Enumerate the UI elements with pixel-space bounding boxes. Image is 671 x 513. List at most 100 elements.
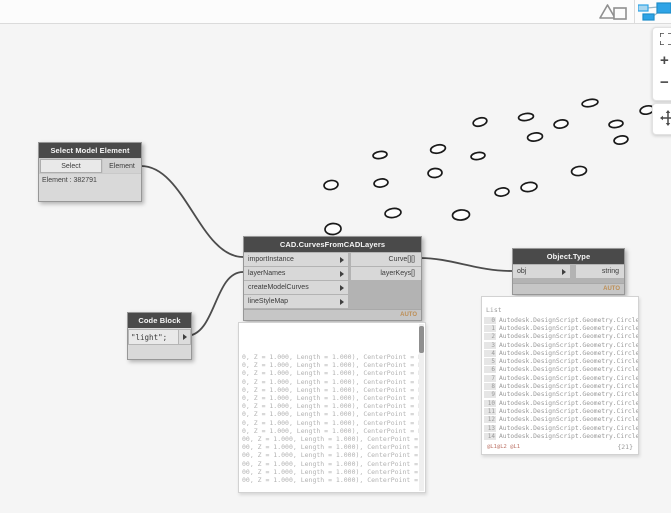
list-index: 14 [484, 432, 496, 440]
zoom-out-button[interactable]: − [660, 74, 669, 91]
list-item: 14 Autodesk.DesignScript.Geometry.Circle [482, 432, 638, 440]
list-index: 9 [484, 391, 496, 399]
node-code-block[interactable]: Code Block "light"; [127, 312, 192, 360]
scrollbar-thumb[interactable] [419, 326, 424, 353]
circle-geometry [451, 209, 471, 221]
list-item: 9 Autodesk.DesignScript.Geometry.Circle [482, 391, 638, 399]
list-item: 13 Autodesk.DesignScript.Geometry.Circle [482, 424, 638, 432]
preview-line: 00, Z = 1.000, Length = 1.000), CenterPo… [242, 435, 419, 444]
list-index: 8 [484, 383, 496, 391]
preview-line: 0, Z = 1.000, Length = 1.000), CenterPoi… [242, 361, 423, 370]
lacing-label[interactable]: AUTO [513, 283, 624, 294]
circle-geometry [520, 181, 538, 193]
list-item: 12 Autodesk.DesignScript.Geometry.Circle [482, 416, 638, 424]
circle-geometry [581, 98, 599, 108]
port-label: obj [517, 268, 527, 275]
node-title[interactable]: CAD.CurvesFromCADLayers [244, 237, 421, 252]
port-arrow-icon [340, 298, 344, 305]
input-port-importinstance[interactable]: importInstance [244, 253, 348, 266]
preview-line: 0, Z = 1.000, Length = 1.000), CenterPoi… [242, 394, 423, 403]
list-index: 10 [484, 399, 496, 407]
list-index: 12 [484, 416, 496, 424]
list-count: {21} [617, 443, 633, 451]
node-select-model-element[interactable]: Select Model Element Select Element Elem… [38, 142, 142, 202]
preview-line: 0, Z = 1.000, Length = 1.000), CenterPoi… [242, 410, 423, 419]
list-index: 6 [484, 366, 496, 374]
list-levels[interactable]: @L1@L2 @L1 [487, 444, 521, 450]
input-port-linestylemap[interactable]: lineStyleMap [244, 295, 348, 308]
list-item: 7 Autodesk.DesignScript.Geometry.Circle [482, 374, 638, 382]
node-cad-curvesfromcadlayers[interactable]: CAD.CurvesFromCADLayers importInstance la… [243, 236, 422, 321]
list-item: 0 Autodesk.DesignScript.Geometry.Circle [482, 316, 638, 324]
select-button[interactable]: Select [40, 159, 102, 173]
output-port-string[interactable]: string [576, 265, 624, 278]
output-ports: Curve[][] layerKeys[] [351, 253, 421, 309]
list-rows: 0 Autodesk.DesignScript.Geometry.Circle 1 A… [482, 316, 638, 440]
node-title[interactable]: Select Model Element [39, 143, 141, 158]
port-arrow-icon [182, 334, 187, 340]
graph-view-icon[interactable] [638, 1, 671, 22]
preview-line: 0, Z = 1.000, Length = 1.000), CenterPoi… [242, 426, 423, 435]
list-item: 5 Autodesk.DesignScript.Geometry.Circle [482, 357, 638, 366]
node-title[interactable]: Object.Type [513, 249, 624, 264]
port-arrow-icon [340, 270, 344, 277]
circle-geometry [384, 207, 402, 219]
port-arrow-icon [340, 256, 344, 263]
output-port-curve[interactable]: Curve[][] [351, 253, 421, 266]
zoom-controls: + − [652, 27, 671, 101]
circle-geometry [372, 150, 388, 160]
lacing-label[interactable]: AUTO [244, 309, 421, 320]
list-item: 2 Autodesk.DesignScript.Geometry.Circle [482, 333, 638, 341]
list-index: 0 [484, 316, 496, 324]
scrollbar-track[interactable] [419, 324, 424, 491]
preview-line: 0, Z = 1.000, Length = 1.000), CenterPoi… [242, 369, 423, 378]
circle-geometry [494, 187, 510, 197]
list-index: 7 [484, 374, 496, 382]
node-value: Element : 382791 [42, 177, 97, 184]
preview-bubble-type-list: List 0 Autodesk.DesignScript.Geometry.Cir… [481, 296, 639, 455]
list-index: 5 [484, 358, 496, 366]
preview-text: 0, Z = 1.000, Length = 1.000), CenterPoi… [242, 353, 423, 485]
list-item: 10 Autodesk.DesignScript.Geometry.Circle [482, 399, 638, 407]
circle-geometry [429, 143, 447, 155]
top-toolbar [0, 0, 671, 24]
preview-line: 0, Z = 1.000, Length = 1.000), CenterPoi… [242, 402, 423, 411]
preview-line: 0, Z = 1.000, Length = 1.000), CenterPoi… [242, 353, 423, 361]
list-item: 4 Autodesk.DesignScript.Geometry.Circle [482, 349, 638, 357]
list-index: 4 [484, 349, 496, 357]
output-port-element[interactable]: Element [103, 159, 141, 173]
wire-codeblock-to-layernames[interactable] [185, 271, 244, 337]
circle-geometry [608, 119, 624, 129]
preview-line: 00, Z = 1.000, Length = 1.000), CenterPo… [242, 476, 419, 485]
preview-line: 0, Z = 1.000, Length = 1.000), CenterPoi… [242, 418, 423, 427]
pan-icon [660, 110, 671, 126]
circle-geometry [526, 132, 544, 142]
node-title[interactable]: Code Block [128, 313, 191, 328]
code-block-input[interactable]: "light"; [128, 329, 179, 345]
preview-line: 00, Z = 1.000, Length = 1.000), CenterPo… [242, 443, 419, 452]
wire-curve-to-obj[interactable] [419, 257, 513, 272]
circle-geometry [324, 222, 342, 236]
list-item: 3 Autodesk.DesignScript.Geometry.Circle [482, 341, 638, 349]
list-header: List [486, 306, 502, 314]
list-index: 13 [484, 424, 496, 432]
input-port-obj[interactable]: obj [513, 265, 570, 278]
output-port-layerkeys[interactable]: layerKeys[] [351, 267, 421, 280]
input-port-layernames[interactable]: layerNames [244, 267, 348, 280]
node-object-type[interactable]: Object.Type obj string AUTO [512, 248, 625, 295]
zoom-in-button[interactable]: + [660, 52, 669, 69]
list-item: 1 Autodesk.DesignScript.Geometry.Circle [482, 324, 638, 332]
list-item: 6 Autodesk.DesignScript.Geometry.Circle [482, 366, 638, 374]
pan-button[interactable] [653, 104, 671, 132]
circle-geometry [323, 179, 339, 191]
list-index: 11 [484, 407, 496, 415]
input-port-createmodelcurves[interactable]: createModelCurves [244, 281, 348, 294]
circle-geometry [472, 116, 488, 128]
wire-element-to-importinstance[interactable] [140, 165, 244, 258]
geometry-preview-icon[interactable] [594, 2, 632, 21]
output-port[interactable] [179, 329, 191, 345]
pan-control [652, 103, 671, 135]
fit-to-screen-button[interactable] [653, 28, 671, 50]
circle-geometry [553, 119, 569, 129]
